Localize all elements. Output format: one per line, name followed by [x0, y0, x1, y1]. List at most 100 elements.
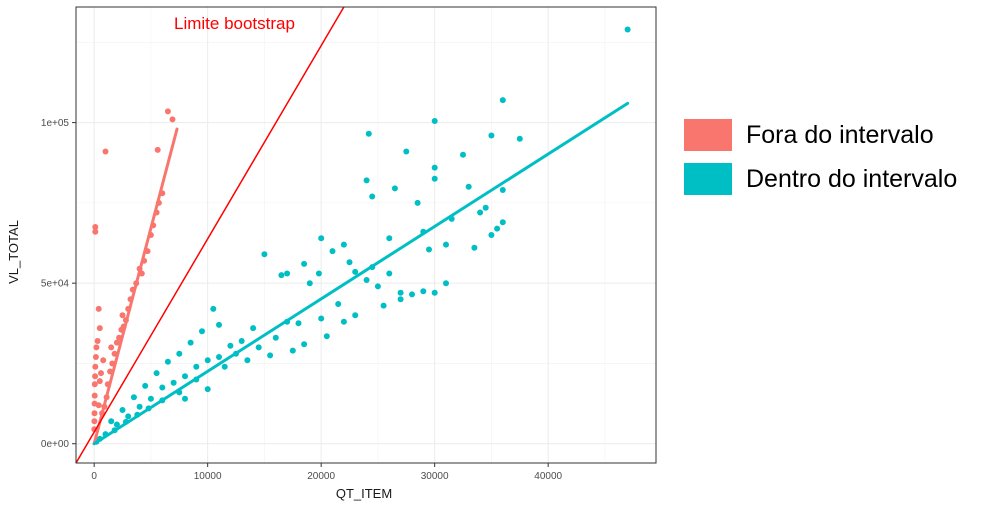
point-dentro [340, 241, 347, 248]
point-dentro [363, 277, 370, 283]
x-tick-label: 0 [91, 471, 97, 482]
legend-label-dentro: Dentro do intervalo [746, 164, 958, 193]
point-fora [95, 402, 102, 409]
point-dentro [431, 289, 438, 296]
point-dentro [431, 118, 438, 124]
point-dentro [187, 339, 194, 346]
point-dentro [278, 272, 285, 279]
point-dentro [204, 357, 211, 364]
point-dentro [182, 395, 188, 402]
legend-label-fora: Fora do intervalo [746, 120, 934, 149]
point-fora [169, 116, 176, 123]
point-dentro [340, 318, 347, 325]
point-fora [95, 305, 102, 312]
bootstrap-limit-line [75, 6, 345, 464]
point-dentro [363, 177, 370, 184]
point-dentro [499, 187, 506, 193]
point-dentro [420, 288, 427, 295]
point-dentro [386, 270, 393, 277]
point-dentro [301, 260, 308, 267]
limite-bootstrap-label: Limite bootstrap [174, 14, 295, 33]
point-dentro [193, 363, 200, 370]
point-dentro [130, 394, 137, 401]
point-fora [102, 148, 109, 155]
point-dentro [482, 204, 489, 211]
point-dentro [426, 246, 432, 253]
point-fora [92, 363, 99, 370]
point-dentro [113, 421, 120, 428]
point-fora [91, 410, 98, 417]
point-dentro [352, 312, 359, 319]
point-dentro [295, 320, 302, 327]
point-dentro [204, 386, 211, 393]
point-dentro [176, 350, 183, 357]
point-dentro [238, 338, 245, 344]
point-dentro [306, 280, 313, 287]
point-dentro [318, 315, 325, 322]
fit-lines [75, 6, 630, 464]
point-dentro [335, 301, 342, 307]
point-dentro [488, 132, 495, 139]
legend: Fora do intervalo Dentro do intervalo [684, 118, 957, 206]
point-dentro [386, 235, 393, 242]
point-dentro [516, 135, 523, 142]
point-dentro [323, 333, 330, 340]
point-fora [94, 338, 101, 344]
point-fora [92, 373, 99, 380]
point-fora [96, 378, 103, 385]
legend-key-fora [684, 119, 732, 151]
point-fora [98, 370, 104, 377]
point-dentro [182, 373, 188, 380]
point-dentro [244, 357, 251, 364]
point-dentro [403, 148, 410, 155]
point-fora [154, 146, 161, 153]
point-dentro [272, 334, 279, 341]
point-dentro [409, 291, 415, 298]
point-dentro [142, 382, 149, 389]
point-dentro [499, 219, 506, 226]
x-tick-label: 10000 [194, 471, 222, 482]
point-dentro [443, 280, 449, 287]
point-dentro [216, 321, 222, 328]
point-fora [91, 426, 98, 433]
point-dentro [221, 363, 228, 370]
point-dentro [227, 342, 234, 349]
point-dentro [153, 370, 160, 377]
point-dentro [119, 407, 126, 413]
panel-border [75, 6, 657, 464]
point-dentro [346, 259, 353, 266]
point-fora [119, 312, 126, 319]
point-dentro [216, 354, 222, 360]
point-dentro [267, 352, 274, 359]
point-dentro [329, 248, 336, 255]
point-dentro [170, 379, 177, 386]
point-dentro [374, 283, 381, 290]
point-fora [91, 381, 98, 388]
point-dentro [488, 232, 495, 238]
y-tick-label: 5e+04 [41, 279, 70, 290]
legend-item-fora: Fora do intervalo [684, 118, 957, 152]
legend-key-dentro [684, 163, 732, 195]
point-fora [93, 344, 100, 351]
point-dentro [255, 344, 262, 351]
point-fora [164, 108, 171, 115]
point-dentro [365, 130, 372, 137]
point-dentro [471, 244, 478, 251]
point-dentro [431, 175, 438, 182]
point-dentro [289, 347, 296, 354]
point-dentro [414, 199, 421, 206]
point-dentro [261, 251, 268, 258]
point-dentro [391, 185, 398, 192]
point-dentro [380, 302, 387, 309]
point-dentro [164, 358, 171, 365]
point-dentro [460, 151, 466, 158]
data-points [91, 26, 631, 445]
x-tick-label: 20000 [307, 471, 335, 482]
point-dentro [431, 164, 438, 171]
point-dentro [210, 305, 217, 312]
point-fora [91, 418, 98, 425]
point-dentro [352, 268, 359, 275]
point-dentro [443, 241, 449, 248]
point-dentro [250, 325, 257, 332]
